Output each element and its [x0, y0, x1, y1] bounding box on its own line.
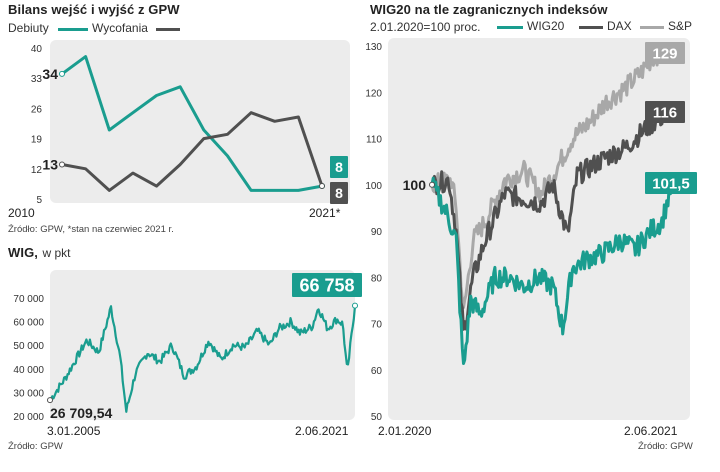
wig20-end-label-dax-box	[645, 101, 685, 123]
legend-wycofania-label: Wycofania	[92, 21, 148, 35]
legend-wycofania-swatch	[156, 28, 180, 31]
legend-debiuty-label: Debiuty	[8, 21, 49, 35]
bilans-chart-title: Bilans wejść i wyjść z GPW	[8, 2, 180, 17]
bilans-start-point	[59, 70, 65, 77]
legend-dax-swatch	[579, 26, 603, 29]
bilans-y-tick: 5	[36, 195, 42, 206]
bilans-start-label-wycofania: 13	[42, 156, 58, 172]
wig20-y-tick: 70	[371, 320, 383, 331]
legend-wig20-label: WIG20	[527, 19, 565, 33]
wig20-y-tick: 110	[366, 135, 382, 146]
wig-source: Źródło: GPW	[8, 441, 63, 452]
wig20-end-label-wig20-box	[645, 172, 697, 194]
wig-start-value-label: 26 709,54	[50, 405, 112, 421]
wig-end-value-label-box	[292, 273, 362, 297]
wig20-chart-title: WIG20 na tle zagranicznych indeksów	[370, 2, 608, 17]
wig-chart-subtitle: w pkt	[42, 246, 71, 260]
wig20-y-tick: 60	[371, 366, 383, 377]
bilans-y-tick: 33	[31, 74, 43, 85]
bilans-y-tick: 19	[31, 135, 43, 146]
wig20-y-tick: 90	[371, 227, 383, 238]
bilans-x-end-label: 2021*	[309, 206, 341, 220]
bilans-line-debiuty	[61, 55, 323, 192]
wig20-source: Źródło: GPW	[638, 441, 693, 452]
bilans-source: Źródło: GPW, *stan na czerwiec 2021 r.	[8, 224, 174, 235]
wig20-y-tick: 80	[371, 273, 383, 284]
wig-start-point	[47, 397, 53, 404]
bilans-start-label-debiuty: 34	[42, 66, 58, 82]
wig20-plot-area	[388, 38, 690, 420]
wig-x-end-label: 2.06.2021	[295, 424, 349, 438]
wig-x-start-label: 3.01.2005	[47, 424, 101, 438]
wig20-line-dax	[430, 105, 676, 331]
wig20-y-tick: 50	[371, 412, 383, 423]
wig20-x-end-label: 2.06.2021	[624, 424, 678, 438]
bilans-end-point	[319, 183, 325, 190]
bilans-end-label-debiuty: 8	[335, 159, 343, 175]
wig20-line-wig20	[430, 172, 676, 365]
wig-y-tick: 20 000	[13, 412, 44, 423]
legend-sp-label: S&P	[668, 19, 693, 33]
bilans-end-label-debiuty-box	[330, 156, 348, 179]
wig20-y-tick: 100	[365, 181, 382, 192]
bilans-y-tick: 26	[31, 104, 43, 115]
wig-end-point	[352, 302, 358, 309]
wig20-y-tick: 120	[365, 88, 382, 99]
bilans-y-tick: 12	[31, 165, 43, 176]
bilans-start-point	[59, 161, 65, 168]
wig20-start-point	[429, 181, 435, 188]
wig20-end-label-sp: 129	[652, 45, 677, 62]
bilans-line-wycofania	[61, 111, 324, 192]
wig-y-tick: 50 000	[13, 341, 44, 352]
wig20-x-start-label: 2.01.2020	[378, 424, 432, 438]
wig-end-value-label: 66 758	[299, 275, 354, 295]
bilans-end-label-wycofania-box	[330, 182, 348, 205]
wig-plot-area	[50, 270, 355, 420]
wig-y-tick: 40 000	[13, 365, 44, 376]
wig20-end-label-dax: 116	[653, 104, 677, 121]
legend-dax-label: DAX	[607, 19, 632, 33]
wig-title-row: WIG, w pkt	[8, 244, 70, 262]
wig-y-tick: 30 000	[13, 388, 44, 399]
wig-line	[49, 305, 357, 413]
bilans-y-tick: 40	[31, 44, 43, 55]
wig-chart-title: WIG,	[8, 245, 39, 260]
legend-wig20-swatch	[497, 26, 523, 29]
wig-y-tick: 60 000	[13, 318, 44, 329]
wig-y-tick: 70 000	[13, 294, 44, 305]
wig20-y-tick: 130	[365, 42, 382, 53]
wig20-end-label-sp-box	[645, 42, 685, 64]
wig20-end-label-wig20: 101,5	[652, 175, 690, 192]
legend-sp-swatch	[640, 26, 664, 29]
wig20-chart-subtitle: 2.01.2020=100 proc.	[370, 20, 481, 34]
legend-debiuty-swatch	[58, 28, 88, 31]
wig20-start-value-label: 100	[403, 177, 427, 193]
bilans-end-label-wycofania: 8	[335, 185, 343, 201]
bilans-x-start-label: 2010	[8, 206, 35, 220]
